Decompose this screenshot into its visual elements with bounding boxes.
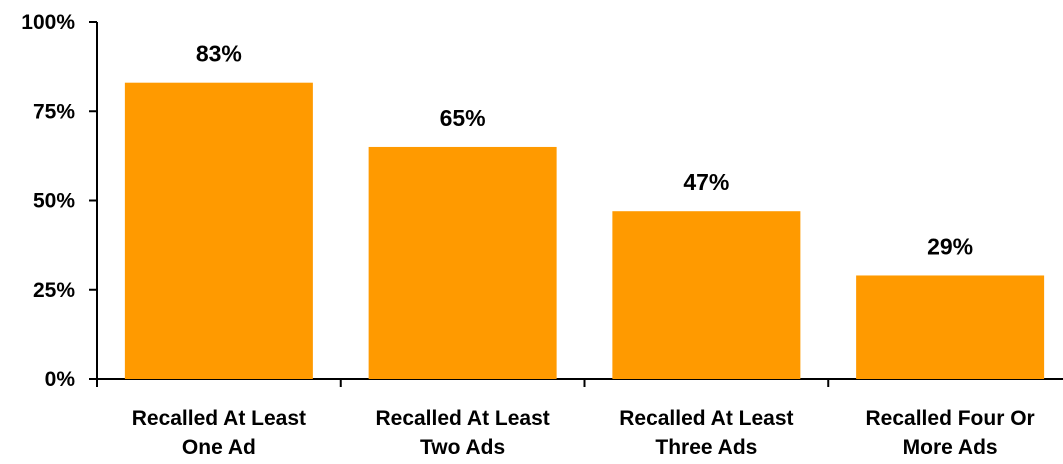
y-tick-label: 25% (33, 279, 75, 302)
category-label: Recalled At Least (375, 407, 549, 430)
y-tick-label: 50% (33, 190, 75, 213)
bar (856, 275, 1045, 379)
bar (368, 146, 557, 379)
bars (124, 82, 1045, 379)
y-axis: 0% 25% 50% 75% 100% (21, 11, 98, 391)
bar (612, 211, 801, 379)
data-label: 47% (683, 169, 729, 195)
data-label: 29% (927, 233, 973, 259)
data-label: 65% (440, 105, 486, 131)
data-labels: 83% 65% 47% 29% (196, 41, 973, 260)
category-label: Recalled At Least (619, 407, 793, 430)
x-axis: Recalled At Least One Ad Recalled At Least… (96, 378, 1063, 459)
y-tick-label: 0% (45, 368, 76, 391)
y-tick-label: 75% (33, 100, 75, 123)
category-label: Three Ads (655, 436, 757, 459)
category-label: Recalled At Least (132, 407, 306, 430)
y-tick-label: 100% (21, 11, 75, 34)
bar (124, 82, 313, 379)
category-label: More Ads (903, 436, 998, 459)
category-label: One Ad (182, 436, 256, 459)
data-label: 83% (196, 41, 242, 67)
category-label: Two Ads (420, 436, 505, 459)
category-label: Recalled Four Or (866, 407, 1035, 430)
